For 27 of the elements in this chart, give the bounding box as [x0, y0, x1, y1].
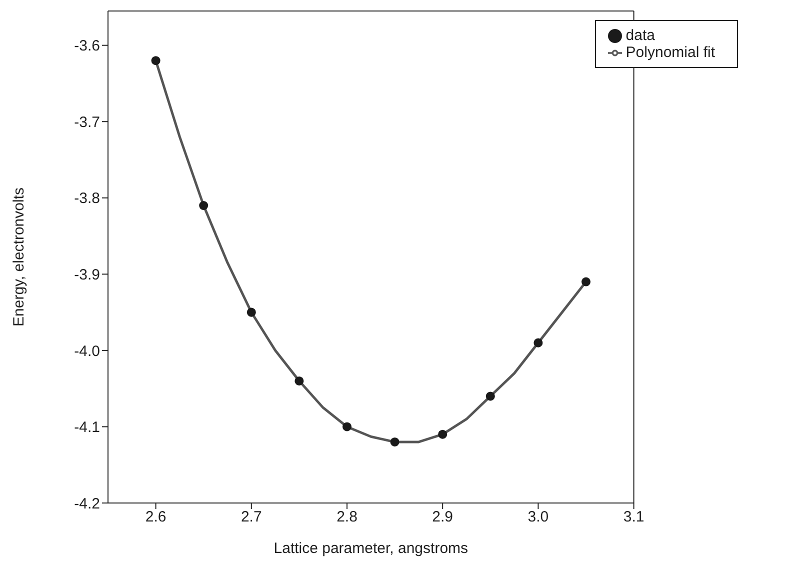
y-tick-label: -4.1: [74, 419, 100, 436]
x-tick-label: 3.0: [528, 508, 549, 526]
y-tick-label: -3.6: [74, 38, 100, 55]
point: [390, 437, 400, 446]
point: [438, 430, 448, 439]
point: [294, 376, 304, 386]
x-tick-label: 3.1: [623, 508, 644, 526]
point: [151, 56, 160, 66]
y-tick-label: -4.2: [74, 495, 100, 512]
x-tick-label: 2.7: [240, 508, 262, 526]
point: [581, 277, 591, 286]
legend-label: data: [626, 27, 655, 44]
point: [342, 422, 352, 432]
y-tick-label: -3.9: [74, 266, 100, 284]
y-tick-label: -3.8: [74, 190, 100, 208]
y-tick-label: -3.7: [74, 114, 100, 131]
x-axis-title: Lattice parameter, angstroms: [274, 540, 468, 557]
y-axis-title: Energy, electronvolts: [10, 188, 28, 326]
point: [246, 308, 256, 317]
point: [486, 392, 495, 401]
point: [534, 338, 543, 348]
y-tick-label: -4.0: [74, 342, 100, 360]
x-tick-label: 2.8: [336, 508, 358, 526]
x-tick-label: 2.9: [432, 508, 454, 526]
legend-label: Polynomial fit: [626, 44, 715, 61]
point: [199, 201, 208, 210]
x-tick-label: 2.6: [145, 508, 166, 526]
